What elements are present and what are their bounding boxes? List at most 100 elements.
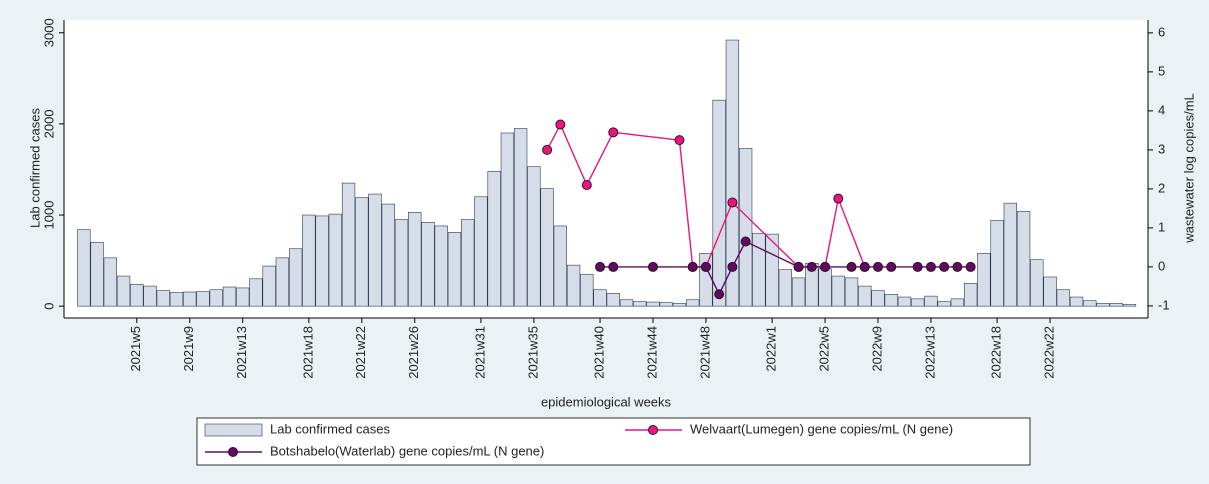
y2-axis-title: wastewater log copies/mL	[1181, 93, 1196, 244]
bar	[183, 291, 197, 307]
bar	[712, 99, 726, 307]
legend-swatch	[648, 425, 658, 435]
y2-tick-label: 3	[1158, 141, 1165, 156]
legend-label: Botshabelo(Waterlab) gene copies/mL (N g…	[270, 443, 544, 458]
bar	[646, 301, 660, 307]
bar	[1083, 300, 1097, 307]
bar	[527, 166, 541, 307]
x-tick-label: 2021w31	[472, 326, 487, 379]
x-tick-label: 2021w5	[128, 326, 143, 372]
marker	[581, 179, 592, 190]
marker	[595, 261, 606, 272]
bar	[500, 132, 515, 307]
marker	[647, 261, 658, 272]
x-tick-label: 2021w26	[406, 326, 421, 379]
bar	[222, 286, 237, 307]
bar	[209, 289, 223, 307]
marker	[700, 261, 711, 272]
bar	[474, 196, 488, 307]
bar	[977, 252, 991, 307]
legend-swatch	[204, 423, 263, 437]
bar	[1122, 304, 1137, 307]
bar	[249, 278, 263, 307]
bar	[924, 295, 938, 307]
bar	[738, 148, 753, 307]
bar	[937, 301, 951, 307]
x-tick-label: 2021w40	[591, 326, 606, 379]
bar	[884, 294, 898, 307]
legend-label: Lab confirmed cases	[270, 421, 390, 436]
bar	[315, 215, 329, 307]
bar	[196, 291, 210, 307]
bar	[725, 39, 740, 307]
x-tick-label: 2021w22	[353, 326, 368, 379]
y2-tick-label: 6	[1158, 24, 1165, 39]
bar	[381, 203, 395, 307]
bar	[169, 292, 184, 307]
marker	[727, 197, 738, 208]
bar	[1096, 303, 1110, 307]
y-tick-label: 1000	[41, 201, 56, 230]
y-tick-label: 0	[41, 303, 56, 310]
bar	[90, 242, 104, 307]
bar	[408, 211, 422, 307]
bar	[447, 232, 462, 307]
x-tick-label: 2022w9	[869, 326, 884, 372]
x-tick-label: 2022w13	[922, 326, 937, 379]
marker	[820, 261, 831, 272]
bar	[328, 213, 342, 307]
x-tick-label: 2022w22	[1041, 326, 1056, 379]
y2-tick-label: 5	[1158, 63, 1165, 78]
bar	[1056, 289, 1070, 307]
marker	[740, 236, 751, 247]
bar	[1043, 276, 1057, 307]
marker	[952, 261, 963, 272]
marker	[793, 261, 804, 272]
bar	[103, 257, 117, 307]
bar	[672, 303, 687, 307]
marker	[939, 261, 950, 272]
y2-tick-label: 1	[1158, 219, 1165, 234]
bar	[606, 293, 620, 307]
marker	[608, 261, 619, 272]
bar	[633, 301, 647, 307]
x-tick-label: 2022w1	[764, 326, 779, 372]
bar	[818, 268, 832, 307]
bar	[911, 298, 925, 307]
bar	[752, 232, 766, 307]
marker	[608, 127, 619, 138]
legend-label: Welvaart(Lumegen) gene copies/mL (N gene…	[690, 421, 953, 436]
bar	[236, 287, 250, 307]
marker	[925, 261, 936, 272]
bar	[1109, 303, 1123, 307]
bar	[990, 220, 1004, 307]
bar	[116, 275, 131, 307]
bar	[262, 265, 276, 307]
x-tick-label: 2022w5	[816, 326, 831, 372]
y-axis-title: Lab confirmed cases	[27, 108, 42, 228]
bar	[580, 273, 594, 307]
x-tick-label: 2022w18	[989, 326, 1004, 379]
legend	[196, 417, 1031, 466]
bar	[1069, 296, 1084, 307]
y2-tick-label: -1	[1158, 297, 1170, 312]
bar	[593, 289, 607, 307]
bar	[394, 219, 409, 307]
bar	[156, 290, 170, 307]
marker	[687, 261, 698, 272]
bar	[1003, 202, 1018, 307]
bar	[368, 193, 382, 307]
bar	[355, 197, 369, 307]
bar	[1016, 211, 1031, 307]
bar	[434, 225, 448, 307]
x-tick-label: 2021w48	[697, 326, 712, 379]
bar	[487, 170, 501, 307]
bar	[659, 302, 673, 307]
x-tick-label: 2021w9	[181, 326, 196, 372]
marker	[727, 261, 738, 272]
marker	[912, 261, 923, 272]
x-tick-label: 2021w44	[644, 326, 659, 379]
bar	[513, 128, 528, 307]
bar	[963, 283, 978, 307]
